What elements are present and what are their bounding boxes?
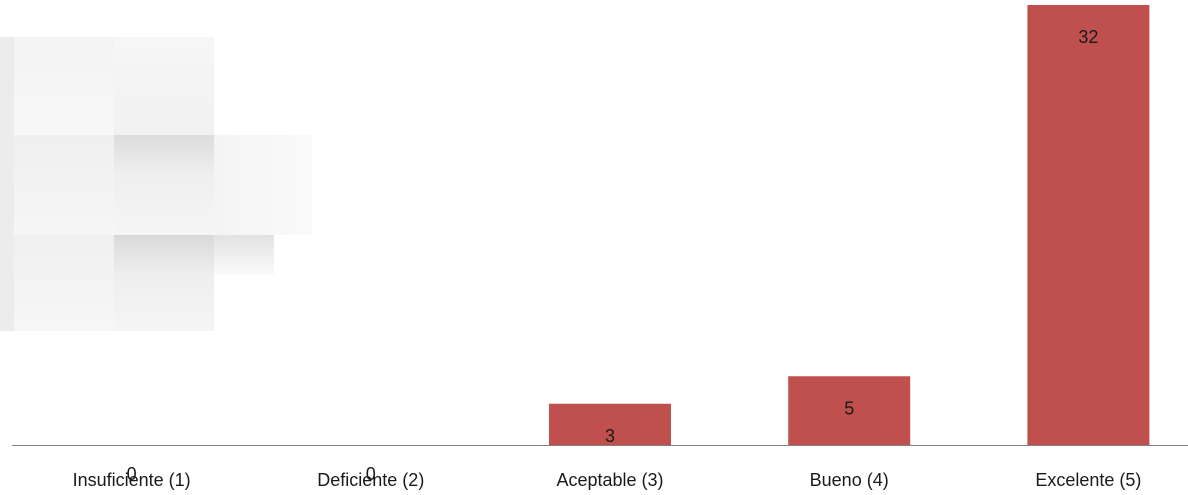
background-tile <box>114 235 214 331</box>
background-tile <box>214 235 274 275</box>
data-label: 0 <box>366 464 376 484</box>
background-tile <box>114 37 214 135</box>
category-label: Deficiente (2) <box>317 470 424 490</box>
category-label: Insuficiente (1) <box>73 470 191 490</box>
category-label: Aceptable (3) <box>556 470 663 490</box>
background-tile <box>214 135 312 235</box>
data-label: 32 <box>1078 27 1098 47</box>
background-tile <box>114 135 214 235</box>
background-tile <box>14 135 114 235</box>
category-label: Excelente (5) <box>1035 470 1141 490</box>
background-tile <box>0 37 14 331</box>
data-label: 0 <box>127 464 137 484</box>
data-label: 5 <box>844 398 854 418</box>
bar <box>788 376 911 445</box>
data-label: 3 <box>605 426 615 446</box>
background-tile <box>14 235 114 331</box>
bar <box>549 403 671 445</box>
background-tile <box>14 37 114 135</box>
bar <box>1027 5 1150 445</box>
category-label: Bueno (4) <box>810 470 889 490</box>
